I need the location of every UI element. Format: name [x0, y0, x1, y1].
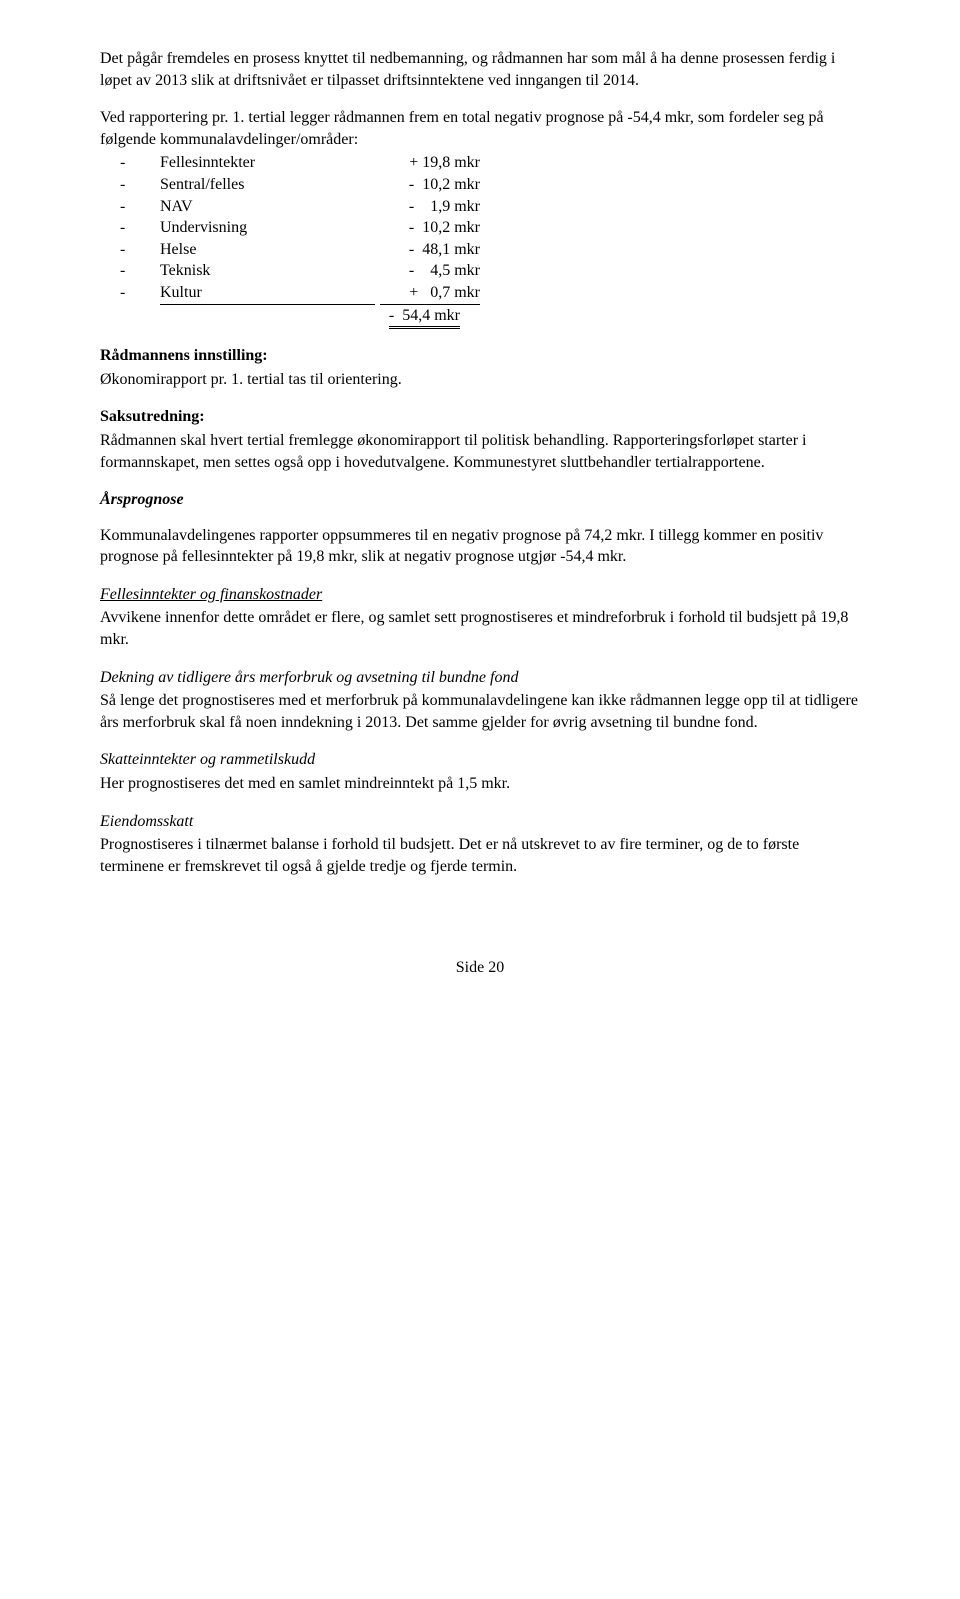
list-item: - Teknisk - 4,5 mkr — [100, 260, 860, 282]
total-row: - 54,4 mkr — [100, 305, 860, 330]
list-label: Sentral/felles — [160, 174, 380, 196]
list-value: - 48,1 mkr — [380, 239, 480, 261]
list-item: - Kultur + 0,7 mkr — [100, 282, 860, 305]
list-value: - 10,2 mkr — [380, 174, 480, 196]
bullet: - — [100, 217, 160, 239]
arsprognose-heading: Årsprognose — [100, 489, 860, 511]
page-footer: Side 20 — [100, 957, 860, 979]
arsprognose-body: Kommunalavdelingenes rapporter oppsummer… — [100, 525, 860, 568]
fellesinntekter-body: Avvikene innenfor dette området er flere… — [100, 607, 860, 650]
list-label: Kultur — [160, 282, 380, 305]
list-label: Teknisk — [160, 260, 380, 282]
innstilling-body: Økonomirapport pr. 1. tertial tas til or… — [100, 369, 860, 391]
list-label: Fellesinntekter — [160, 152, 380, 174]
list-item: - Undervisning - 10,2 mkr — [100, 217, 860, 239]
list-value: - 1,9 mkr — [380, 196, 480, 218]
innstilling-heading: Rådmannens innstilling: — [100, 345, 860, 367]
list-item: - NAV - 1,9 mkr — [100, 196, 860, 218]
list-value: + 19,8 mkr — [380, 152, 480, 174]
eiendom-body: Prognostiseres i tilnærmet balanse i for… — [100, 834, 860, 877]
prognosis-list: - Fellesinntekter + 19,8 mkr - Sentral/f… — [100, 152, 860, 329]
intro-paragraph: Det pågår fremdeles en prosess knyttet t… — [100, 48, 860, 91]
list-label: Undervisning — [160, 217, 380, 239]
bullet: - — [100, 239, 160, 261]
document-page: Det pågår fremdeles en prosess knyttet t… — [0, 0, 960, 1019]
list-item: - Fellesinntekter + 19,8 mkr — [100, 152, 860, 174]
bullet: - — [100, 260, 160, 282]
report-intro-paragraph: Ved rapportering pr. 1. tertial legger r… — [100, 107, 860, 150]
fellesinntekter-heading: Fellesinntekter og finanskostnader — [100, 584, 860, 606]
saksutredning-body: Rådmannen skal hvert tertial fremlegge ø… — [100, 430, 860, 473]
total-value: - 54,4 mkr — [360, 305, 460, 330]
list-value: - 10,2 mkr — [380, 217, 480, 239]
list-value: - 4,5 mkr — [380, 260, 480, 282]
list-item: - Helse - 48,1 mkr — [100, 239, 860, 261]
dekning-body: Så lenge det prognostiseres med et merfo… — [100, 690, 860, 733]
skatt-body: Her prognostiseres det med en samlet min… — [100, 773, 860, 795]
bullet: - — [100, 174, 160, 196]
list-label: Helse — [160, 239, 380, 261]
list-value: + 0,7 mkr — [380, 282, 480, 305]
list-item: - Sentral/felles - 10,2 mkr — [100, 174, 860, 196]
skatt-heading: Skatteinntekter og rammetilskudd — [100, 749, 860, 771]
bullet: - — [100, 152, 160, 174]
bullet: - — [100, 196, 160, 218]
saksutredning-heading: Saksutredning: — [100, 406, 860, 428]
bullet: - — [100, 282, 160, 305]
eiendom-heading: Eiendomsskatt — [100, 811, 860, 833]
dekning-heading: Dekning av tidligere års merforbruk og a… — [100, 667, 860, 689]
list-label: NAV — [160, 196, 380, 218]
